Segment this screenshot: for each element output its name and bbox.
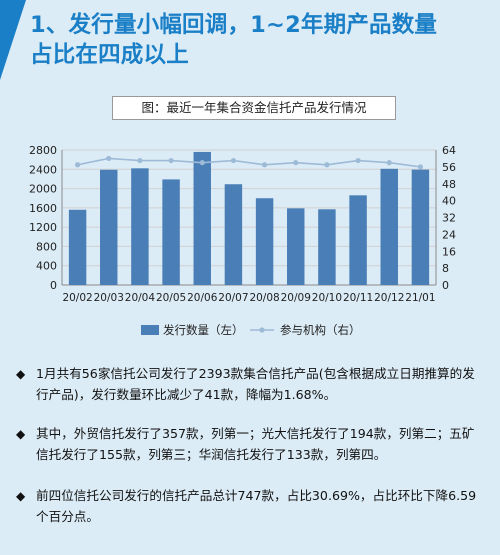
x-tick-label: 21/01 <box>405 292 435 304</box>
y-left-tick-label: 2800 <box>29 144 57 157</box>
bar <box>255 198 274 285</box>
line-point <box>74 162 81 168</box>
corner-decoration <box>0 0 26 80</box>
bar <box>131 168 149 285</box>
bullet-text: 前四位信托公司发行的信托产品总计747款，占比30.69%，占比环比下降6.59… <box>36 488 477 524</box>
bullet-text: 1月共有56家信托公司发行了2393款集合信托产品(包含根据成立日期推算的发行产… <box>36 366 475 402</box>
chart-caption: 图：最近一年集合资金信托产品发行情况 <box>112 96 396 120</box>
y-right-tick-label: 56 <box>442 161 456 174</box>
y-right-tick-label: 40 <box>442 195 456 208</box>
line-point <box>386 160 392 166</box>
bar <box>224 184 243 285</box>
x-tick-label: 20/03 <box>94 292 124 304</box>
y-right-tick-label: 16 <box>442 245 456 258</box>
bar <box>68 209 87 285</box>
y-left-tick-label: 1600 <box>29 202 57 215</box>
x-tick-label: 20/10 <box>312 292 342 304</box>
legend-label: 发行数量（左） <box>163 323 244 337</box>
bar <box>100 169 118 285</box>
bar <box>411 169 430 285</box>
y-left-tick-label: 0 <box>50 279 57 292</box>
line-point <box>137 157 143 164</box>
y-right-tick-label: 64 <box>442 144 456 157</box>
legend-label: 参与机构（右） <box>280 323 361 337</box>
bullet-list: ◆ 1月共有56家信托公司发行了2393款集合信托产品(包含根据成立日期推算的发… <box>16 364 486 527</box>
diamond-bullet-icon: ◆ <box>16 367 26 381</box>
x-tick-label: 20/09 <box>281 292 311 304</box>
bar <box>162 179 180 285</box>
y-right-tick-label: 32 <box>442 212 456 225</box>
y-right-tick-label: 0 <box>442 279 449 292</box>
x-tick-label: 20/08 <box>249 292 279 304</box>
bar <box>349 195 367 285</box>
headline-line-2: 占比在四成以上 <box>30 42 189 68</box>
y-left-tick-label: 400 <box>36 260 57 273</box>
diamond-bullet-icon: ◆ <box>16 489 26 503</box>
legend-line-marker <box>259 327 265 333</box>
y-left-tick-label: 2400 <box>29 163 57 176</box>
chart: 0 400 800 1200 1600 2000 2400 2800 0 8 16 24 32 40 48 5… <box>29 144 456 337</box>
x-tick-label: 20/05 <box>156 292 186 304</box>
x-tick-label: 20/11 <box>343 292 373 304</box>
line-point <box>230 157 237 164</box>
bar <box>318 209 336 285</box>
y-left-tick-label: 1200 <box>29 221 57 234</box>
bar <box>287 208 305 285</box>
line-point <box>168 157 174 164</box>
y-left-tick-label: 2000 <box>29 183 57 196</box>
line-point <box>324 162 330 168</box>
y-left-tick-label: 800 <box>36 240 57 253</box>
line-point <box>106 155 112 162</box>
line-point <box>261 162 268 168</box>
y-right-tick-label: 8 <box>442 262 449 275</box>
line-point <box>293 160 299 166</box>
diamond-bullet-icon: ◆ <box>16 427 26 441</box>
x-tick-label: 20/04 <box>125 292 156 304</box>
bullet-item: ◆ 1月共有56家信托公司发行了2393款集合信托产品(包含根据成立日期推算的发… <box>16 364 486 405</box>
x-tick-label: 20/02 <box>62 292 92 304</box>
headline: 1、发行量小幅回调，1~2年期产品数量 占比在四成以上 <box>30 10 490 70</box>
x-tick-label: 20/07 <box>218 292 248 304</box>
bullet-text: 其中，外贸信托发行了357款，列第一；光大信托发行了194款，列第二；五矿信托发… <box>36 426 475 462</box>
x-tick-label: 20/06 <box>187 292 218 304</box>
series-line <box>77 157 421 168</box>
headline-line-1: 1、发行量小幅回调，1~2年期产品数量 <box>30 12 438 38</box>
bar <box>380 168 398 285</box>
y-right-tick-label: 24 <box>442 228 456 241</box>
y-right-tick-label: 48 <box>442 178 456 191</box>
legend-bar-swatch <box>141 325 159 335</box>
x-tick-label: 20/12 <box>374 292 404 304</box>
line-point <box>355 157 361 164</box>
bullet-item: ◆ 其中，外贸信托发行了357款，列第一；光大信托发行了194款，列第二；五矿信… <box>16 424 486 465</box>
line-point <box>417 164 424 170</box>
line-point <box>199 160 205 166</box>
bullet-item: ◆ 前四位信托公司发行的信托产品总计747款，占比30.69%，占比环比下降6.… <box>16 486 486 527</box>
bar <box>193 151 211 285</box>
